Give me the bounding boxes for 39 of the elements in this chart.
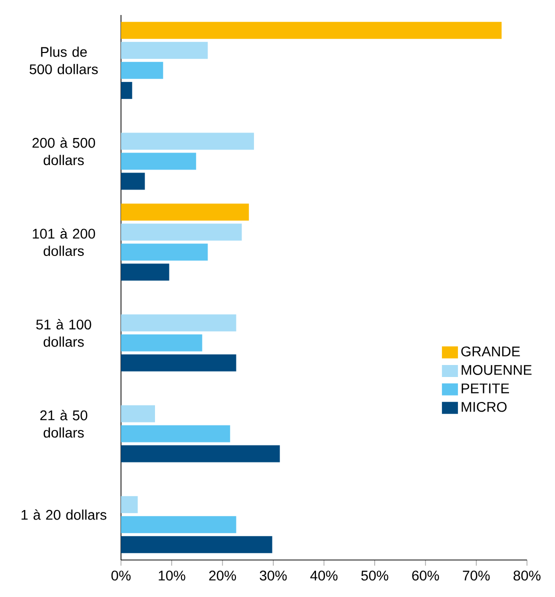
bar xyxy=(120,22,502,39)
bar xyxy=(120,224,242,241)
x-tick-label: 50% xyxy=(361,570,388,581)
x-tick-label: 80% xyxy=(514,570,540,581)
bar xyxy=(120,264,170,281)
x-tick-label: 0% xyxy=(111,570,131,581)
bar xyxy=(120,405,155,422)
bar xyxy=(120,42,208,59)
legend-label: MICRO xyxy=(462,402,507,412)
bar xyxy=(120,516,236,534)
bar xyxy=(120,244,208,261)
bar xyxy=(120,314,236,332)
legend-label: MOUENNE xyxy=(462,365,532,375)
bar xyxy=(120,354,236,372)
x-tick-label: 40% xyxy=(310,570,338,581)
bar xyxy=(120,82,132,99)
bar xyxy=(120,152,196,170)
legend-label: GRANDE xyxy=(461,346,520,356)
bar xyxy=(120,334,202,352)
x-tick-label: 60% xyxy=(412,570,439,581)
y-tick-label: 200 à 500 dollars xyxy=(32,137,96,166)
y-tick-label: 51 à 100 dollars xyxy=(36,319,92,347)
y-tick-label: 101 à 200 dollars xyxy=(32,228,96,256)
bar xyxy=(120,204,249,221)
y-tick-label: Plus de 500 dollars xyxy=(30,46,98,74)
bar xyxy=(120,172,145,190)
y-tick-label: 21 à 50 dollars xyxy=(40,410,88,438)
bar xyxy=(120,445,280,462)
x-tick-label: 30% xyxy=(260,570,287,581)
bar xyxy=(120,132,254,150)
x-tick-label: 20% xyxy=(209,570,236,581)
x-tick-label: 70% xyxy=(462,570,490,581)
bar xyxy=(120,425,230,442)
y-tick-label: 1 à 20 dollars xyxy=(22,509,106,520)
bar xyxy=(120,496,138,514)
legend-label: PETITE xyxy=(462,384,509,394)
bar xyxy=(120,536,272,554)
x-tick-label: 10% xyxy=(158,570,186,581)
bar xyxy=(120,62,164,79)
